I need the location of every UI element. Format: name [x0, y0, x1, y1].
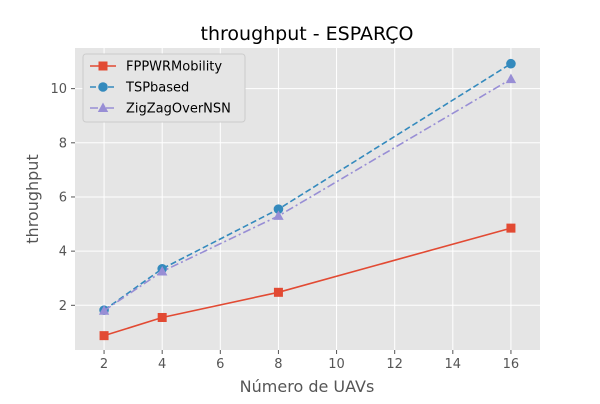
series-layer	[98, 58, 517, 341]
data-point-tspbased	[506, 58, 516, 69]
x-tick-label: 2	[100, 357, 108, 372]
x-tick-labels: 2 4 6 8 10 12 14 16	[100, 350, 519, 372]
x-axis-label: Número de UAVs	[240, 377, 375, 396]
legend-label-zigzagovernsn: ZigZagOverNSN	[126, 102, 231, 117]
y-axis-label: throughput	[23, 154, 42, 243]
series-line-fppwrmobility	[103, 227, 512, 337]
series-fppwrmobility	[99, 223, 516, 341]
legend-marker-tspbased	[98, 82, 108, 92]
x-tick-label: 12	[386, 357, 403, 372]
x-tick-label: 8	[274, 357, 282, 372]
x-tick-label: 14	[445, 357, 462, 372]
series-line-tspbased	[103, 63, 512, 311]
data-point-fppwrmobility	[157, 312, 167, 322]
y-tick-label: 6	[59, 190, 67, 205]
y-tick-label: 2	[59, 299, 67, 314]
x-tick-label: 16	[503, 357, 520, 372]
legend-box	[82, 53, 246, 123]
y-tick-label: 4	[59, 245, 67, 260]
y-tick-labels: 2 4 6 8 10	[50, 82, 75, 314]
data-point-zigzagovernsn	[98, 305, 110, 315]
data-point-zigzagovernsn	[156, 265, 168, 276]
legend-marker-zigzagovernsn	[97, 102, 109, 112]
legend-marker-fppwrmobility	[98, 61, 108, 71]
legend-label-tspbased: TSPbased	[125, 81, 189, 96]
series-line-zigzagovernsn	[103, 78, 512, 312]
data-point-fppwrmobility	[273, 287, 283, 297]
chart-title: throughput - ESPARÇO	[201, 23, 414, 45]
y-tick-label: 10	[50, 82, 67, 97]
data-point-zigzagovernsn	[273, 210, 284, 220]
x-tick-label: 10	[328, 357, 345, 372]
legend-entries: FPPWRMobility TSPbased ZigZagOverNSN	[90, 60, 231, 117]
legend-label-fppwrmobility: FPPWRMobility	[126, 60, 222, 75]
data-point-zigzagovernsn	[505, 73, 517, 84]
x-tick-label: 6	[216, 357, 224, 372]
legend: FPPWRMobility TSPbased ZigZagOverNSN	[82, 53, 246, 123]
y-tick-label: 8	[59, 136, 67, 151]
data-point-fppwrmobility	[506, 223, 516, 233]
x-tick-label: 4	[158, 357, 166, 372]
data-point-tspbased	[273, 204, 284, 214]
data-point-fppwrmobility	[99, 331, 109, 341]
series-zigzagovernsn	[98, 73, 517, 315]
